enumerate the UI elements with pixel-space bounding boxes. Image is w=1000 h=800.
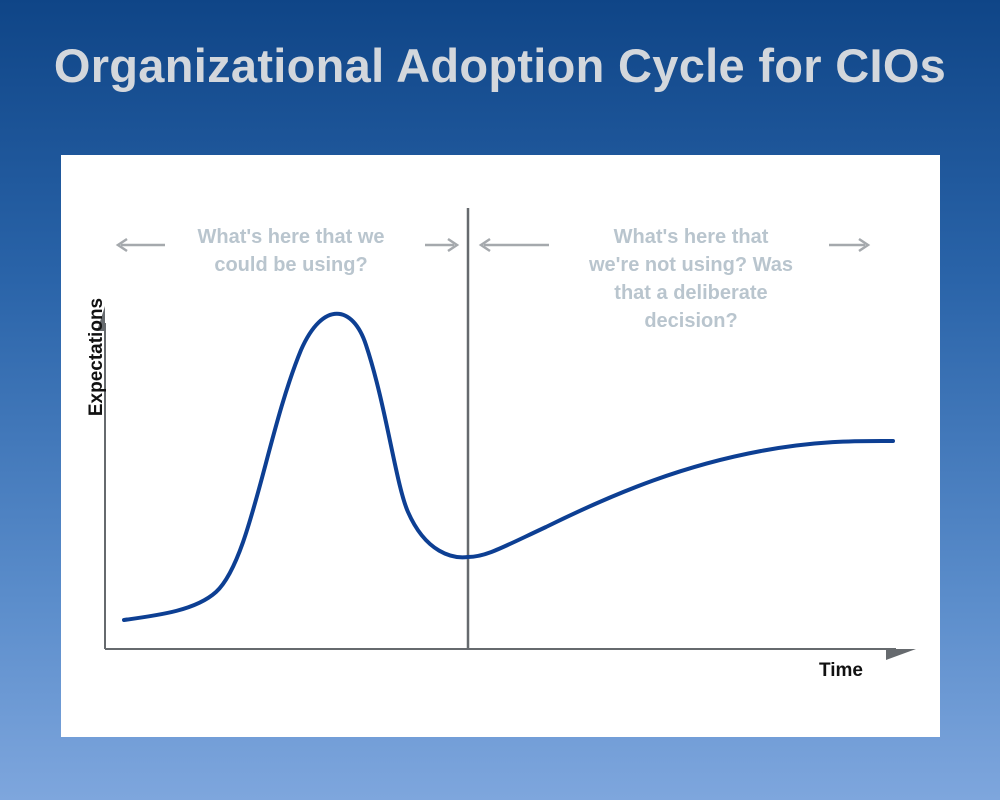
left-phase-arrow-forward (425, 237, 460, 253)
diagram-canvas (97, 208, 916, 660)
y-axis-arrowhead (97, 306, 105, 331)
adoption-curve (122, 311, 895, 622)
right-phase-arrow-forward (829, 237, 871, 253)
phase-note-before-trough: What's here that we could be using? (197, 226, 385, 276)
x-axis-arrowhead (886, 649, 916, 660)
left-phase-arrow-back (115, 237, 165, 253)
slide-title: Organizational Adoption Cycle for CIOs (53, 39, 947, 92)
y-axis-label: Expectations (86, 297, 107, 417)
phase-note-after-trough: What's here that we're not using? Was th… (588, 226, 794, 332)
adoption-cycle-diagram: What's here that we could be using? What… (61, 155, 940, 737)
right-phase-arrow-back (478, 237, 549, 253)
x-axis-label: Time (819, 660, 864, 681)
